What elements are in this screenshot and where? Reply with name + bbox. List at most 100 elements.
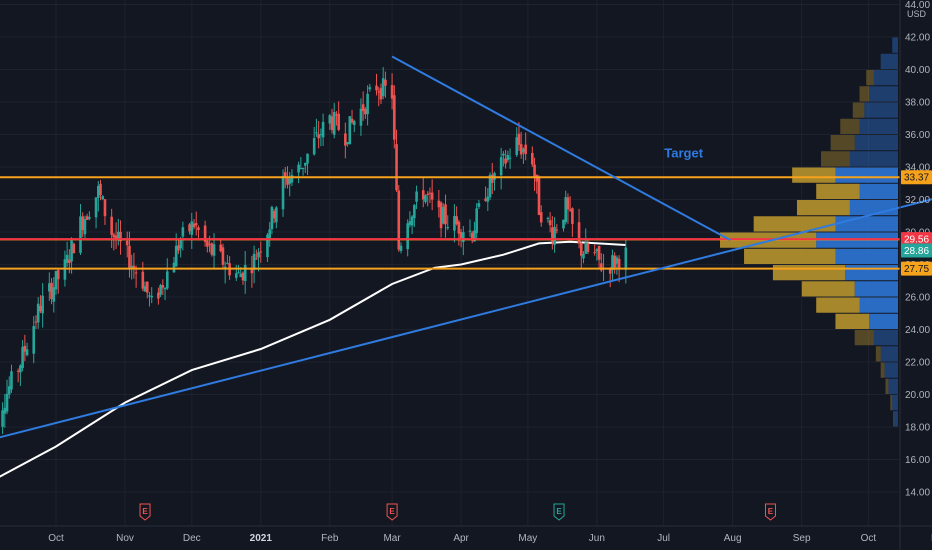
candle-body — [486, 196, 490, 202]
time-tick-label: Nov — [116, 533, 134, 544]
volume-profile-bar-down — [744, 248, 836, 264]
candle-body — [52, 287, 56, 302]
price-tick-label: 36.00 — [905, 130, 930, 141]
volume-profile-bar-up — [894, 411, 898, 427]
candle-body — [413, 205, 416, 219]
candle-body — [239, 273, 243, 278]
candle-body — [94, 197, 98, 218]
price-tick-label: 24.00 — [905, 325, 930, 336]
candle-body — [36, 303, 40, 323]
candle-body — [119, 231, 122, 242]
price-tick-label: 14.00 — [905, 488, 930, 499]
candle-body — [161, 285, 165, 288]
price-tag-label: 29.56 — [904, 235, 929, 246]
candle-body — [415, 191, 418, 202]
volume-profile — [720, 37, 898, 427]
candle-body — [197, 227, 200, 231]
earnings-marker[interactable]: E — [553, 503, 565, 521]
candle-body — [270, 207, 274, 230]
candle-body — [192, 223, 196, 228]
earnings-marker[interactable]: E — [386, 503, 398, 521]
earnings-marker[interactable]: E — [764, 503, 776, 521]
candle-body — [579, 242, 583, 256]
volume-profile-bar-up — [864, 102, 898, 118]
volume-profile-bar-down — [835, 313, 870, 329]
volume-profile-bar-up — [859, 297, 898, 313]
candle-body — [364, 109, 367, 115]
candle-body — [181, 227, 185, 237]
earnings-marker[interactable]: E — [139, 503, 151, 521]
candle-body — [453, 216, 456, 231]
candle-body — [328, 115, 332, 124]
candle-body — [103, 199, 107, 217]
candle-body — [335, 114, 338, 116]
trendline-ascending[interactable] — [0, 198, 932, 440]
volume-profile-bar-down — [859, 86, 870, 102]
candle-body — [157, 292, 160, 299]
price-tick-label: 22.00 — [905, 358, 930, 369]
volume-profile-bar-up — [835, 248, 898, 264]
candle-body — [337, 113, 340, 130]
candle-body — [441, 207, 445, 224]
candle-body — [79, 216, 82, 253]
horizontal-levels[interactable] — [0, 176, 900, 270]
candle-body — [519, 144, 523, 155]
candle-body — [306, 153, 309, 164]
candle-body — [332, 112, 336, 135]
candle-body — [522, 148, 525, 153]
candle-body — [613, 255, 616, 268]
candle-body — [366, 93, 369, 115]
candle-body — [165, 271, 169, 289]
volume-profile-bar-up — [854, 135, 898, 151]
candle-body — [504, 158, 507, 164]
earnings-marker-label: E — [768, 507, 774, 516]
candle-body — [5, 393, 9, 412]
moving-average — [0, 240, 626, 478]
price-tag-box — [901, 170, 932, 185]
volume-profile-bar-up — [880, 346, 898, 362]
earnings-marker-shape[interactable] — [764, 503, 776, 521]
candle-body — [564, 197, 568, 223]
candle-body — [70, 240, 73, 262]
earnings-marker-shape[interactable] — [386, 503, 398, 521]
earnings-marker-label: E — [556, 507, 562, 516]
candle-body — [555, 229, 559, 231]
candle-body — [3, 407, 7, 414]
candle-body — [377, 91, 381, 93]
candle-body — [268, 229, 271, 240]
candle-body — [424, 195, 427, 202]
candle-body — [524, 144, 527, 155]
earnings-marker-shape[interactable] — [553, 503, 565, 521]
price-tag-label: 27.75 — [904, 264, 929, 275]
candle-body — [584, 242, 588, 254]
price-tick-label: 26.00 — [905, 293, 930, 304]
candle-body — [255, 258, 258, 260]
trendline-descending[interactable] — [391, 55, 731, 242]
volume-profile-bar-down — [875, 346, 881, 362]
candle-body — [96, 185, 100, 198]
candle-body — [252, 253, 256, 270]
trendlines[interactable] — [0, 55, 932, 441]
currency-label: USD — [907, 9, 927, 19]
price-tick-label: 20.00 — [905, 390, 930, 401]
price-tag-box — [901, 243, 932, 258]
candle-body — [177, 245, 180, 251]
candle-body — [174, 245, 178, 267]
earnings-marker-label: E — [389, 507, 395, 516]
candle-body — [348, 116, 352, 145]
candle-body — [221, 247, 225, 265]
candle-body — [150, 295, 154, 298]
candle-body — [477, 203, 481, 207]
candle-body — [83, 219, 87, 235]
earnings-marker-shape[interactable] — [139, 503, 151, 521]
candle-body — [368, 87, 372, 90]
candle-body — [393, 95, 396, 140]
candle-body — [321, 121, 325, 138]
candle-body — [283, 172, 287, 178]
time-tick-label: Jun — [589, 533, 605, 544]
candle-body — [428, 192, 432, 194]
volume-profile-bar-down — [792, 167, 836, 183]
time-axis[interactable]: Oct Nov Dec 2021 Feb Mar Apr May Jun Jul Aug Sep Oct… — [48, 533, 932, 544]
